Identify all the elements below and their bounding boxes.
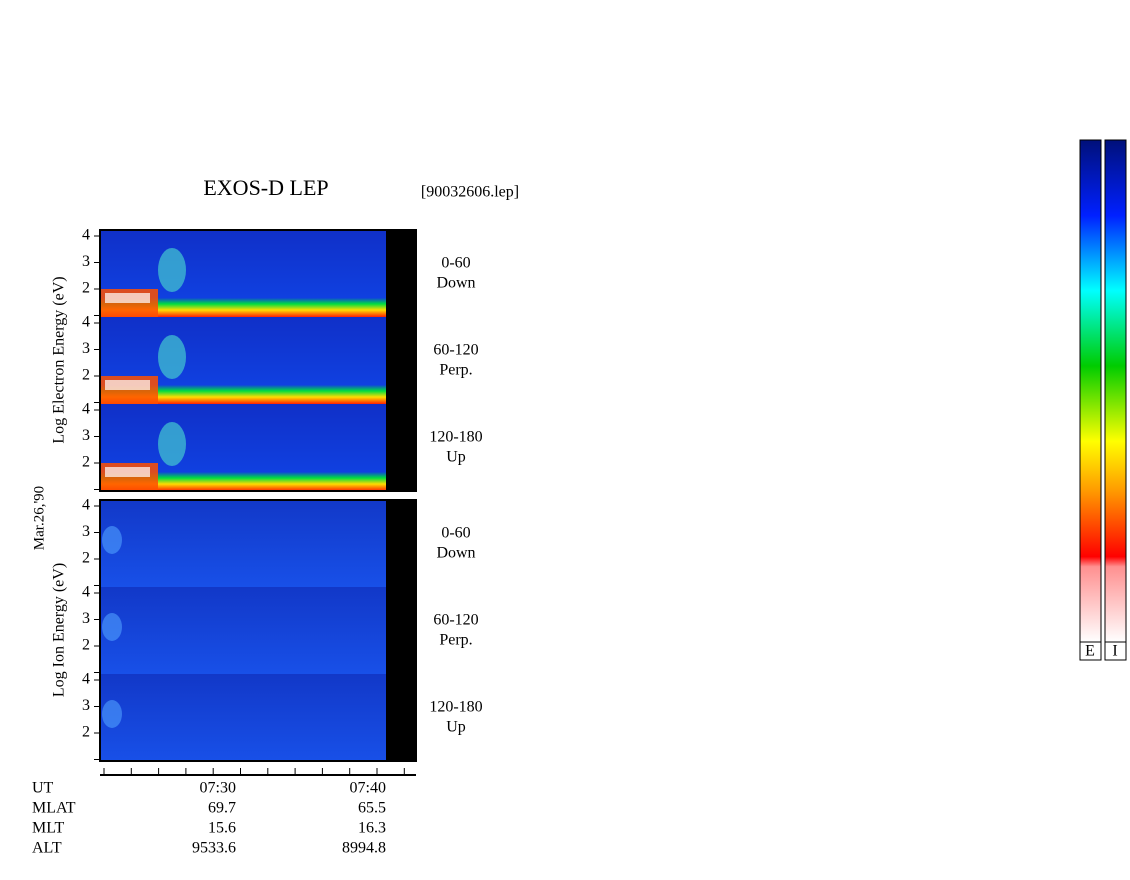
direction-label: Perp.: [439, 632, 472, 649]
electron-axis-label: Log Electron Energy (eV): [51, 276, 68, 443]
spectrogram-hot: [105, 467, 150, 477]
y-tick-label: 2: [82, 724, 90, 741]
spectrogram-blob: [102, 526, 122, 554]
colorbar: [1104, 139, 1127, 643]
angle-label: 0-60: [441, 255, 470, 272]
row-value: 15.6: [208, 820, 236, 837]
row-value: 69.7: [208, 800, 236, 817]
y-tick-label: 3: [82, 523, 90, 540]
row-value: 07:30: [200, 780, 236, 797]
y-tick-label: 3: [82, 697, 90, 714]
row-name: UT: [32, 780, 54, 797]
row-value: 16.3: [358, 820, 386, 837]
no-data: [386, 674, 416, 761]
y-tick-label: 4: [82, 227, 90, 244]
y-tick-label: 3: [82, 427, 90, 444]
y-tick-label: 4: [82, 671, 90, 688]
direction-label: Perp.: [439, 362, 472, 379]
spectrogram-blob: [158, 248, 186, 292]
title: EXOS-D LEP: [203, 175, 328, 200]
row-name: MLAT: [32, 800, 76, 817]
direction-label: Up: [446, 719, 466, 736]
y-tick-label: 3: [82, 253, 90, 270]
y-tick-label: 3: [82, 610, 90, 627]
file-name: [90032606.lep]: [421, 184, 519, 201]
no-data: [386, 587, 416, 674]
no-data: [386, 230, 416, 317]
row-value: 9533.6: [192, 840, 236, 857]
direction-label: Up: [446, 449, 466, 466]
spectrogram-blob: [158, 335, 186, 379]
no-data: [386, 317, 416, 404]
row-value: 8994.8: [342, 840, 386, 857]
row-value: 65.5: [358, 800, 386, 817]
spectrogram-blob: [102, 700, 122, 728]
ion-axis-label: Log Ion Energy (eV): [51, 563, 68, 697]
angle-label: 60-120: [433, 612, 478, 629]
spectrogram-hot: [105, 380, 150, 390]
colorbar-label: E: [1085, 643, 1095, 660]
y-tick-label: 2: [82, 367, 90, 384]
no-data: [386, 500, 416, 587]
y-tick-label: 4: [82, 314, 90, 331]
date: Mar.26,'90: [31, 486, 47, 550]
frame: [99, 229, 417, 492]
no-data: [386, 404, 416, 491]
y-tick-label: 4: [82, 584, 90, 601]
angle-label: 0-60: [441, 525, 470, 542]
y-tick-label: 3: [82, 340, 90, 357]
colorbar-box: [1104, 641, 1127, 661]
y-tick-label: 4: [82, 401, 90, 418]
spectrogram-hot: [105, 293, 150, 303]
spectrogram-blob: [102, 613, 122, 641]
y-tick-label: 2: [82, 280, 90, 297]
spectrogram: [100, 587, 386, 674]
colorbar: [1079, 139, 1102, 643]
row-value: 07:40: [350, 780, 386, 797]
direction-label: Down: [436, 275, 475, 292]
spectrogram-blob: [158, 422, 186, 466]
row-name: MLT: [32, 820, 65, 837]
y-tick-label: 4: [82, 497, 90, 514]
angle-label: 120-180: [429, 429, 482, 446]
y-tick-label: 2: [82, 454, 90, 471]
spectrogram: [100, 500, 386, 587]
y-tick-label: 2: [82, 550, 90, 567]
spectrogram: [100, 674, 386, 761]
direction-label: Down: [436, 545, 475, 562]
y-tick-label: 2: [82, 637, 90, 654]
angle-label: 60-120: [433, 342, 478, 359]
colorbar-label: I: [1112, 643, 1117, 660]
row-name: ALT: [32, 840, 62, 857]
colorbar-box: [1079, 641, 1102, 661]
angle-label: 120-180: [429, 699, 482, 716]
frame: [99, 499, 417, 762]
